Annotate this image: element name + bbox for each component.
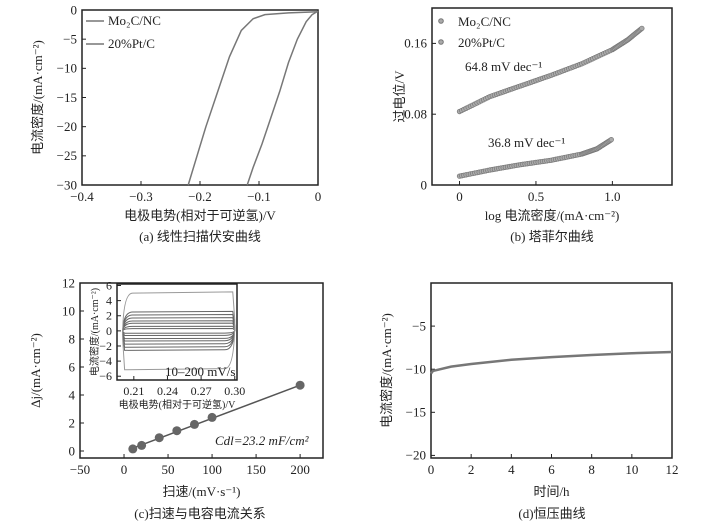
y-tick-label: 2	[69, 415, 76, 430]
y-tick-label: 0.08	[404, 107, 427, 122]
x-tick-label: 200	[290, 462, 310, 477]
cv-loop	[122, 291, 236, 371]
y-tick-label: −30	[57, 177, 77, 192]
y-tick-label: 0	[69, 443, 76, 458]
capacitance-annotation: Cdl=23.2 mF/cm²	[215, 433, 310, 448]
y-axis-label: Δj/(mA·cm⁻²)	[28, 333, 43, 408]
x-tick-label: 12	[666, 462, 679, 477]
x-tick-label: 0.30	[224, 384, 245, 398]
y-tick-label: 0	[106, 324, 112, 338]
x-tick-label: 150	[246, 462, 266, 477]
y-tick-label: 6	[106, 279, 112, 293]
y-tick-label: −15	[406, 405, 426, 420]
x-axis-label: 时间/h	[533, 484, 570, 499]
data-point	[639, 25, 645, 32]
x-tick-label: −0.2	[188, 189, 212, 204]
x-tick-label: 0.5	[528, 189, 544, 204]
x-axis-label: log 电流密度/(mA·cm⁻²)	[485, 208, 620, 223]
y-tick-label: 0.16	[404, 36, 427, 51]
inset-x-label: 电极电势(相对于可逆氢)/V	[119, 398, 236, 411]
series-line-0	[187, 11, 319, 186]
y-tick-label: −20	[57, 119, 77, 134]
x-tick-label: 10	[625, 462, 638, 477]
y-tick-label: 2	[106, 309, 112, 323]
panel-caption: (c)扫速与电容电流关系	[134, 506, 265, 521]
x-tick-label: −0.3	[129, 189, 153, 204]
y-tick-label: 6	[69, 359, 76, 374]
legend-marker	[438, 18, 444, 24]
y-tick-label: −20	[406, 448, 426, 463]
data-point	[128, 444, 138, 454]
y-tick-label: 10	[62, 303, 75, 318]
legend-label: 20%Pt/C	[458, 35, 505, 50]
data-point	[137, 440, 147, 450]
slope-annotation: 36.8 mV dec⁻¹	[488, 135, 565, 150]
y-tick-label: 8	[69, 331, 76, 346]
data-point	[295, 380, 305, 390]
x-tick-label: 4	[508, 462, 515, 477]
data-point	[154, 433, 164, 443]
scan-rate-annotation: 10–200 mV/s	[165, 364, 235, 379]
x-tick-label: 0.27	[191, 384, 212, 398]
y-tick-label: 0	[421, 177, 428, 192]
x-axis-label: 扫速/(mV·s⁻¹)	[163, 484, 241, 499]
legend-label: Mo₂C/NC	[458, 14, 511, 29]
data-point	[189, 419, 199, 429]
x-tick-label: 0	[456, 189, 463, 204]
y-tick-label: −4	[99, 354, 112, 368]
x-tick-label: 0.24	[157, 384, 178, 398]
y-tick-label: −10	[406, 362, 426, 377]
y-tick-label: 4	[69, 387, 76, 402]
x-tick-label: 0	[315, 189, 322, 204]
y-tick-label: −15	[57, 90, 77, 105]
data-point	[172, 426, 182, 436]
y-tick-label: −10	[57, 61, 77, 76]
data-point	[207, 412, 217, 422]
y-tick-label: −2	[99, 339, 112, 353]
legend-marker	[438, 39, 444, 45]
x-tick-label: 1.0	[604, 189, 620, 204]
y-tick-label: 0	[71, 2, 78, 17]
inset-bg	[117, 284, 237, 380]
plot-frame	[116, 283, 238, 381]
y-tick-label: 4	[106, 294, 112, 308]
panel-caption: (a) 线性扫描伏安曲线	[139, 229, 261, 244]
y-axis-label: 过电位/V	[392, 70, 407, 123]
y-tick-label: 12	[62, 275, 75, 290]
legend-label: 20%Pt/C	[108, 36, 155, 51]
x-tick-label: 0	[121, 462, 128, 477]
slope-annotation: 64.8 mV dec⁻¹	[465, 59, 542, 74]
x-tick-label: 100	[202, 462, 222, 477]
plot-frame	[430, 282, 673, 459]
legend-label: Mo₂C/NC	[108, 13, 161, 28]
panel-caption: (b) 塔菲尔曲线	[510, 229, 593, 244]
x-tick-label: 50	[162, 462, 175, 477]
x-axis-label: 电极电势(相对于可逆氢)/V	[124, 208, 276, 223]
x-tick-label: 2	[468, 462, 475, 477]
x-tick-label: 6	[548, 462, 555, 477]
series-line-0	[430, 350, 673, 375]
series-line-1	[246, 10, 319, 186]
y-tick-label: −6	[99, 369, 112, 383]
x-tick-label: −0.4	[70, 189, 94, 204]
plot-frame	[79, 282, 324, 459]
x-tick-label: 0	[428, 462, 435, 477]
y-tick-label: −5	[63, 32, 77, 47]
y-axis-label: 电流密度/(mA·cm⁻²)	[30, 40, 45, 155]
data-point	[608, 137, 614, 143]
plot-frame	[431, 7, 673, 186]
x-tick-label: −50	[70, 462, 90, 477]
x-tick-label: 8	[588, 462, 595, 477]
x-tick-label: 0.21	[123, 384, 144, 398]
x-tick-label: −0.1	[247, 189, 271, 204]
y-axis-label: 电流密度/(mA·cm⁻²)	[379, 313, 394, 428]
panel-caption: (d)恒压曲线	[518, 506, 585, 521]
y-tick-label: −5	[412, 318, 426, 333]
y-tick-label: −25	[57, 148, 77, 163]
inset-y-label: 电流密度/(mA·cm⁻²)	[88, 288, 101, 376]
